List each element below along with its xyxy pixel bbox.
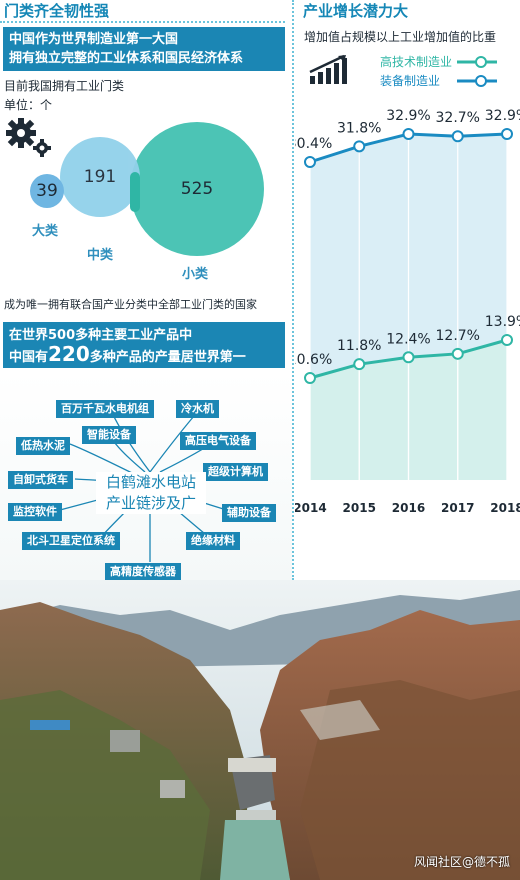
data-point xyxy=(501,128,513,140)
tag-chain-3: 低热水泥 xyxy=(16,437,70,455)
banner2-number: 220 xyxy=(48,342,90,366)
divider xyxy=(0,21,285,23)
chain-center-line1: 白鹤滩水电站 xyxy=(105,473,196,491)
data-label: 31.8% xyxy=(337,120,381,136)
banner-line1: 中国作为世界制造业第一大国 xyxy=(9,32,179,47)
data-label: 32.9% xyxy=(386,108,430,124)
intro-text: 目前我国拥有工业门类 xyxy=(4,79,125,93)
data-label: 30.4% xyxy=(295,136,332,152)
chain-center-title: 白鹤滩水电站 产业链涉及广 xyxy=(96,472,206,514)
value-small-class: 525 xyxy=(180,179,214,199)
data-point xyxy=(501,334,513,346)
tag-chain-8: 辅助设备 xyxy=(222,504,276,522)
tag-chain-1: 冷水机 xyxy=(176,400,219,418)
data-label: 13.9% xyxy=(485,314,520,330)
tag-chain-7: 监控软件 xyxy=(8,503,62,521)
tag-chain-11: 高精度传感器 xyxy=(105,563,181,581)
banner2-line2: 中国有220多种产品的产量居世界第一 xyxy=(9,342,279,367)
rising-chart-icon xyxy=(308,54,354,90)
banner2-post: 多种产品的产量居世界第一 xyxy=(89,350,246,365)
data-label: 32.9% xyxy=(485,108,520,124)
data-point xyxy=(353,358,366,371)
value-large-class: 39 xyxy=(36,181,58,201)
tag-chain-6: 自卸式货车 xyxy=(8,471,73,489)
unique-note: 成为唯一拥有联合国产业分类中全部工业门类的国家 xyxy=(4,298,257,311)
label-large-class: 大类 xyxy=(32,224,59,239)
tag-chain-2: 智能设备 xyxy=(82,426,136,444)
circle-small-class: 525 xyxy=(130,122,264,256)
banner-manufacturing: 中国作为世界制造业第一大国 拥有独立完整的工业体系和国民经济体系 xyxy=(3,27,285,71)
tag-chain-0: 百万千瓦水电机组 xyxy=(56,400,154,418)
value-medium-class: 191 xyxy=(83,167,117,187)
dam-photo xyxy=(0,580,520,880)
data-label: 12.4% xyxy=(386,331,430,347)
tag-chain-9: 北斗卫星定位系统 xyxy=(22,532,120,550)
banner-line2: 拥有独立完整的工业体系和国民经济体系 xyxy=(9,51,244,66)
banner-products: 在世界500多种主要工业产品中 中国有220多种产品的产量居世界第一 xyxy=(3,322,285,368)
label-small-class: 小类 xyxy=(182,267,209,282)
banner2-pre: 中国有 xyxy=(9,350,49,365)
data-point xyxy=(304,372,316,384)
line-chart: 30.4% 31.8% 32.9% 32.7% 32.9% 10.6% 11.8% 12.4%… xyxy=(295,108,520,515)
chart-subtitle: 增加值占规模以上工业增加值的比重 xyxy=(304,30,497,44)
data-label: 32.7% xyxy=(436,110,480,126)
circle-medium-class: 191 xyxy=(60,137,140,217)
tag-chain-10: 绝缘材料 xyxy=(186,532,240,550)
legend-label-equipment: 装备制造业 xyxy=(380,74,441,88)
gears-icon xyxy=(4,116,54,164)
watermark: 风闻社区@德不孤 xyxy=(413,855,510,869)
data-label: 11.8% xyxy=(337,338,381,354)
data-point xyxy=(402,351,415,364)
chart-title: 产业增长潜力大 xyxy=(303,2,409,20)
data-label: 12.7% xyxy=(436,328,480,344)
label-medium-class: 中类 xyxy=(87,248,114,263)
divider-vertical xyxy=(292,0,294,580)
tag-chain-5: 超级计算机 xyxy=(203,463,268,481)
data-point xyxy=(451,347,464,360)
banner2-line1: 在世界500多种主要工业产品中 xyxy=(9,328,193,343)
data-point xyxy=(451,130,464,143)
x-tick-label: 2016 xyxy=(392,501,425,515)
legend-swatch-hightech xyxy=(457,56,497,68)
x-tick-label: 2017 xyxy=(441,501,474,515)
data-point xyxy=(353,140,366,153)
legend-label-hightech: 高技术制造业 xyxy=(380,55,453,69)
data-point xyxy=(402,128,415,140)
unit-text: 单位：个 xyxy=(4,98,53,112)
x-tick-label: 2014 xyxy=(295,501,327,515)
x-tick-label: 2018 xyxy=(490,501,520,515)
section-title-categories: 门类齐全韧性强 xyxy=(4,2,110,20)
data-point xyxy=(304,156,316,168)
overlap-highlight xyxy=(130,172,140,212)
circle-large-class: 39 xyxy=(30,174,64,208)
chain-center-line2: 产业链涉及广 xyxy=(105,494,196,512)
tag-chain-4: 高压电气设备 xyxy=(180,432,256,450)
data-label: 10.6% xyxy=(295,352,332,368)
x-tick-label: 2015 xyxy=(343,501,376,515)
legend-swatch-equipment xyxy=(457,75,497,87)
